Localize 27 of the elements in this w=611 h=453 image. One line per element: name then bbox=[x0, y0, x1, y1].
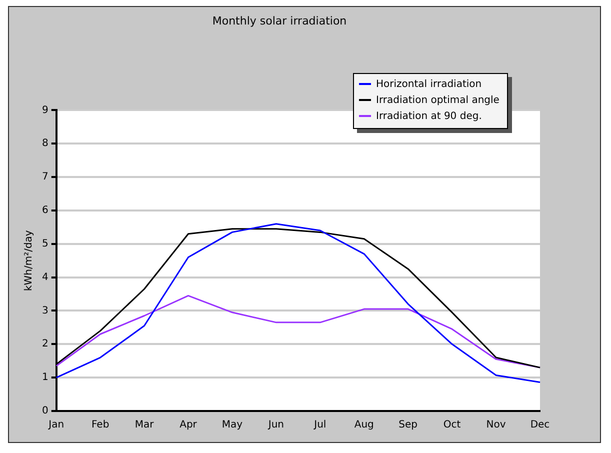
x-tick-label: Jun bbox=[267, 420, 284, 431]
x-tick-label: Apr bbox=[180, 420, 198, 431]
legend-label: Irradiation at 90 deg. bbox=[376, 111, 482, 122]
y-tick-label: 6 bbox=[42, 205, 48, 216]
y-tick-label: 1 bbox=[42, 372, 48, 384]
x-tick-label: Oct bbox=[443, 420, 461, 431]
y-tick-label: 9 bbox=[42, 104, 48, 116]
y-tick-label: 3 bbox=[42, 305, 48, 316]
legend-label: Horizontal irradiation bbox=[376, 79, 482, 90]
x-tick-label: May bbox=[222, 420, 243, 431]
y-tick-label: 2 bbox=[42, 338, 48, 350]
legend-label: Irradiation optimal angle bbox=[376, 95, 500, 106]
y-axis-title: kWh/m²/day bbox=[24, 230, 35, 292]
y-tick-label: 4 bbox=[42, 272, 48, 283]
x-tick-label: Jan bbox=[48, 420, 64, 431]
y-tick-label: 8 bbox=[42, 138, 48, 150]
y-tick-label: 5 bbox=[42, 238, 48, 250]
x-tick-label: Mar bbox=[134, 420, 155, 431]
x-tick-label: Sep bbox=[398, 420, 418, 431]
x-tick-label: Feb bbox=[91, 420, 110, 431]
y-tick-label: 7 bbox=[42, 172, 48, 183]
chart-title: Monthly solar irradiation bbox=[212, 14, 347, 28]
y-tick-label: 0 bbox=[42, 406, 48, 417]
x-tick-label: Dec bbox=[530, 420, 550, 431]
x-tick-label: Aug bbox=[354, 420, 374, 431]
x-tick-label: Jul bbox=[313, 420, 326, 431]
x-tick-label: Nov bbox=[486, 420, 506, 431]
